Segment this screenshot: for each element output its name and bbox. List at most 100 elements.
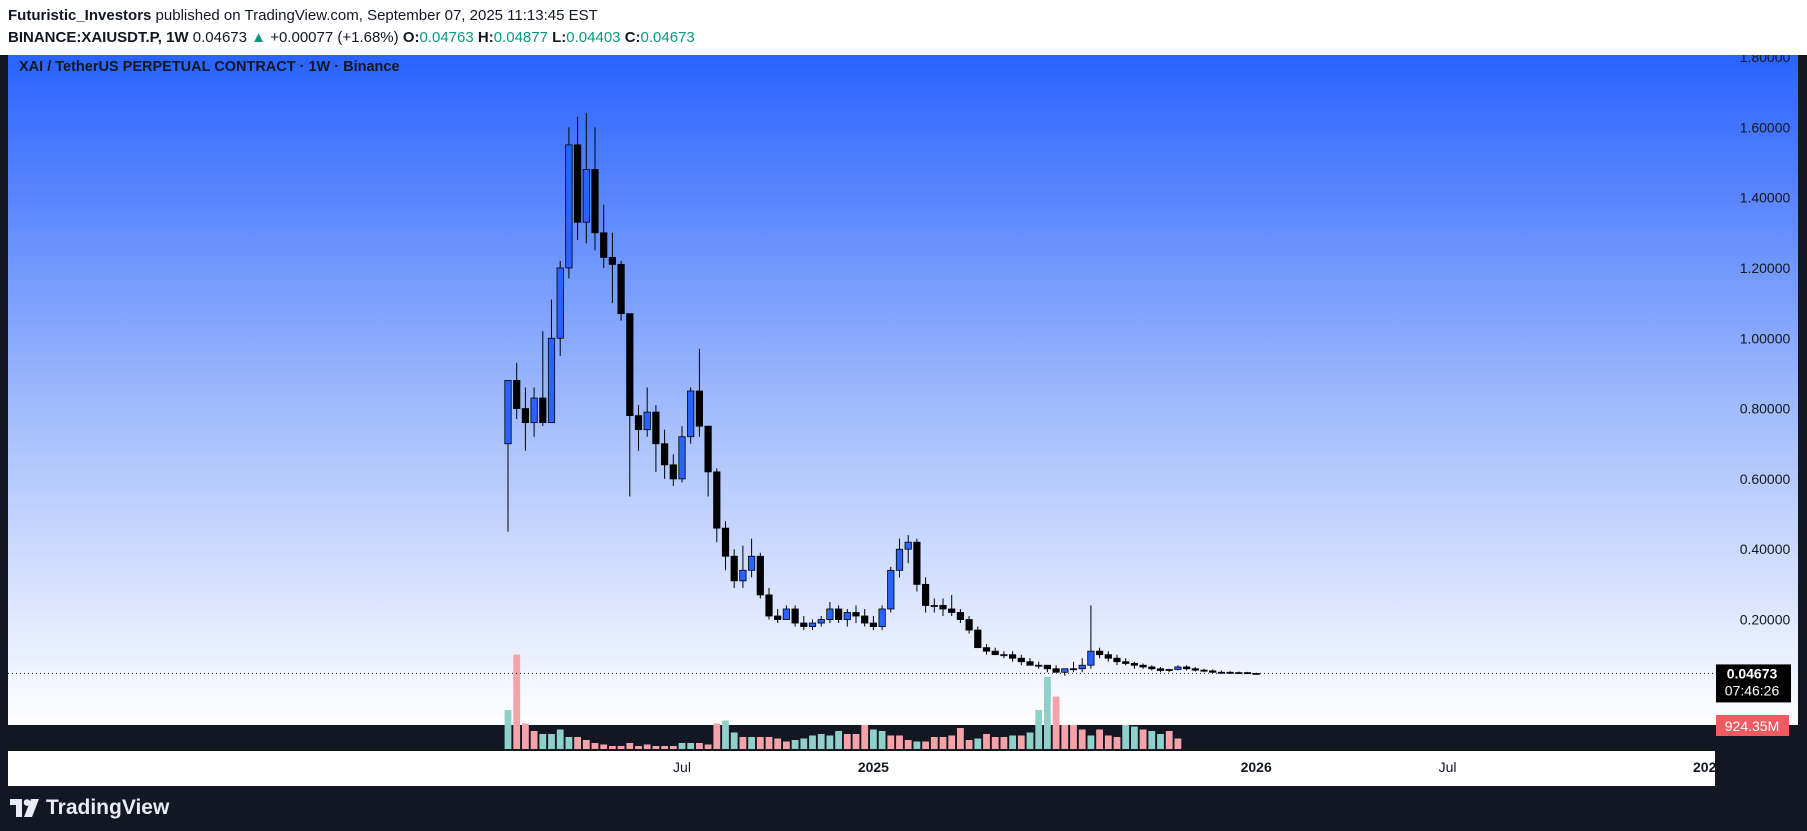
y-tick-label: 0.20000 bbox=[1740, 612, 1791, 628]
candle-body bbox=[591, 169, 599, 234]
chart-area[interactable]: XAI / TetherUS PERPETUAL CONTRACT · 1W ·… bbox=[0, 49, 1807, 786]
volume-bar bbox=[756, 737, 764, 749]
volume-bar bbox=[1139, 729, 1147, 749]
tradingview-brand[interactable]: TradingView bbox=[10, 796, 169, 820]
volume-bar bbox=[896, 735, 903, 749]
high-value: 0.04877 bbox=[493, 29, 548, 46]
volume-bar bbox=[1165, 731, 1173, 749]
candle-body bbox=[774, 615, 782, 620]
volume-bar bbox=[957, 728, 964, 749]
price-chart[interactable]: XAI / TetherUS PERPETUAL CONTRACT · 1W ·… bbox=[0, 49, 1807, 786]
candle-body bbox=[1096, 650, 1104, 656]
candle-body bbox=[1226, 671, 1234, 674]
candle-body bbox=[765, 594, 773, 617]
candle-body bbox=[1061, 668, 1069, 673]
close-label: C: bbox=[624, 29, 641, 46]
volume-bar bbox=[817, 734, 825, 749]
candle-body bbox=[1209, 670, 1217, 673]
candle-body bbox=[678, 436, 686, 480]
close-value: 0.04673 bbox=[640, 29, 695, 46]
volume-bar bbox=[539, 734, 547, 749]
candle-body bbox=[1113, 657, 1121, 663]
candle-body bbox=[1052, 668, 1060, 673]
volume-bar bbox=[704, 744, 712, 749]
candle-body bbox=[1139, 664, 1147, 668]
volume-bar bbox=[983, 734, 990, 749]
publication-line: Futuristic_Investors published on Tradin… bbox=[8, 7, 598, 24]
y-tick-label: 1.00000 bbox=[1740, 330, 1791, 346]
volume-bar bbox=[878, 731, 886, 749]
candle-body bbox=[843, 612, 851, 620]
author-name[interactable]: Futuristic_Investors bbox=[8, 7, 152, 24]
candle-body bbox=[539, 397, 547, 424]
volume-bar bbox=[548, 734, 555, 749]
candle-body bbox=[530, 397, 538, 424]
volume-bar bbox=[1078, 729, 1086, 749]
candle-body bbox=[835, 608, 843, 620]
volume-bar bbox=[1087, 735, 1095, 749]
candle-body bbox=[939, 605, 947, 610]
volume-bar bbox=[1157, 734, 1164, 749]
volume-bar bbox=[722, 720, 729, 749]
candle-body bbox=[982, 647, 991, 652]
volume-bar bbox=[765, 737, 773, 749]
candle-body bbox=[1156, 668, 1165, 671]
candle-body bbox=[1122, 661, 1130, 664]
volume-bar bbox=[669, 746, 677, 749]
y-tick-label: 1.40000 bbox=[1740, 190, 1791, 206]
volume-bar bbox=[730, 732, 738, 749]
volume-bar bbox=[748, 737, 755, 749]
volume-bar bbox=[1122, 725, 1130, 749]
footer: TradingView bbox=[0, 786, 1807, 831]
candle-body bbox=[504, 380, 512, 445]
chart-title: XAI / TetherUS PERPETUAL CONTRACT · 1W ·… bbox=[19, 59, 400, 75]
candle-body bbox=[800, 622, 808, 627]
volume-bar bbox=[574, 737, 581, 749]
volume-bar bbox=[1096, 729, 1103, 749]
volume-bar bbox=[922, 741, 929, 749]
volume-bar bbox=[948, 735, 956, 749]
x-tick-label: 2025 bbox=[858, 759, 889, 775]
last-price: 0.04673 bbox=[192, 29, 247, 46]
tradingview-logo-icon bbox=[10, 799, 39, 817]
volume-bar bbox=[774, 738, 782, 749]
volume-bar bbox=[739, 737, 747, 749]
candle-body bbox=[852, 612, 860, 617]
candle-body bbox=[626, 313, 634, 417]
volume-bar bbox=[696, 743, 703, 749]
volume-bar bbox=[939, 737, 947, 749]
volume-bar bbox=[652, 746, 660, 749]
candle-body bbox=[556, 267, 564, 339]
candle-body bbox=[1200, 669, 1208, 672]
candle-body bbox=[922, 583, 930, 606]
volume-bar bbox=[1026, 732, 1034, 749]
volume-bar bbox=[1000, 737, 1008, 749]
volume-bar bbox=[783, 741, 790, 749]
candle-body bbox=[661, 443, 669, 466]
candle-body bbox=[1000, 654, 1008, 657]
candle-body bbox=[1043, 664, 1051, 670]
publication-header: Futuristic_Investors published on Tradin… bbox=[0, 0, 1807, 55]
volume-bar bbox=[791, 740, 799, 749]
last-price-label: 0.04673 bbox=[1727, 665, 1778, 681]
candle-body bbox=[669, 464, 677, 480]
x-axis-ticks: Jul 2025 2026 Jul 2027 bbox=[673, 759, 1724, 775]
time-scale[interactable] bbox=[8, 751, 1715, 786]
volume-bar bbox=[617, 746, 625, 749]
candle-body bbox=[878, 608, 886, 627]
candle-body bbox=[687, 390, 695, 438]
candle-body bbox=[713, 471, 721, 529]
volume-bar bbox=[565, 737, 573, 749]
symbol-label: BINANCE:XAIUSDT.P bbox=[8, 29, 158, 46]
volume-bar bbox=[1070, 725, 1077, 749]
candle-body bbox=[521, 408, 530, 424]
published-text: published on TradingView.com, September … bbox=[155, 7, 598, 24]
volume-bars bbox=[504, 654, 1182, 749]
candle-body bbox=[1191, 668, 1199, 671]
candle-body bbox=[1243, 672, 1252, 675]
volume-bar bbox=[609, 746, 616, 749]
candle-body bbox=[1026, 661, 1034, 666]
volume-bar bbox=[513, 654, 521, 749]
candle-body bbox=[695, 390, 704, 427]
y-axis-ticks: 1.80000 1.60000 1.40000 1.20000 1.00000 0.800… bbox=[1740, 49, 1791, 628]
